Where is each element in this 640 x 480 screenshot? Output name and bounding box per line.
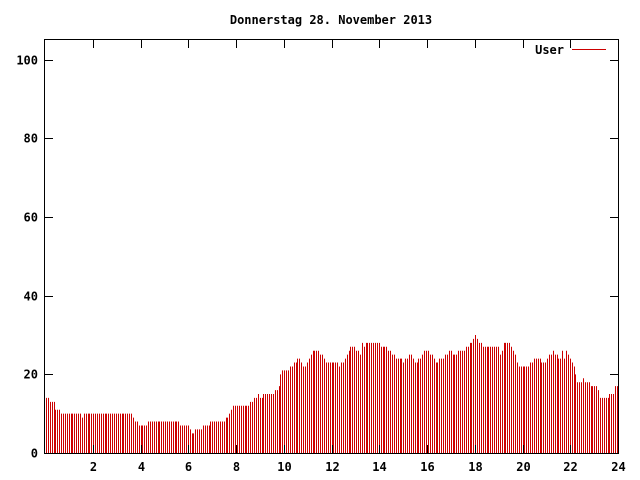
y-tick-label: 40	[24, 290, 38, 304]
x-tick-label: 20	[516, 460, 530, 474]
x-axis: 2 4 6 8 10 12 14 16 18 20 22 24	[90, 40, 626, 474]
bar-series-user	[46, 335, 618, 453]
x-tick-label: 18	[468, 460, 482, 474]
x-tick-label: 12	[325, 460, 339, 474]
y-tick-label: 0	[31, 447, 38, 461]
x-tick-label: 22	[563, 460, 577, 474]
x-tick-label: 14	[372, 460, 386, 474]
y-tick-label: 20	[24, 368, 38, 382]
x-tick-label: 10	[277, 460, 291, 474]
x-tick-label: 24	[611, 460, 625, 474]
plot-frame	[44, 39, 619, 454]
x-tick-label: 2	[90, 460, 97, 474]
x-tick-label: 16	[420, 460, 434, 474]
legend-label-user: User	[535, 43, 564, 57]
y-tick-label: 80	[24, 132, 38, 146]
x-tick-label: 6	[185, 460, 192, 474]
chart-title: Donnerstag 28. November 2013	[230, 13, 432, 27]
y-axis: 0 20 40 60 80 100	[16, 54, 618, 461]
x-tick-label: 4	[138, 460, 145, 474]
legend: User	[535, 43, 606, 57]
y-tick-label: 60	[24, 211, 38, 225]
x-tick-label: 8	[233, 460, 240, 474]
y-tick-label: 100	[16, 54, 38, 68]
